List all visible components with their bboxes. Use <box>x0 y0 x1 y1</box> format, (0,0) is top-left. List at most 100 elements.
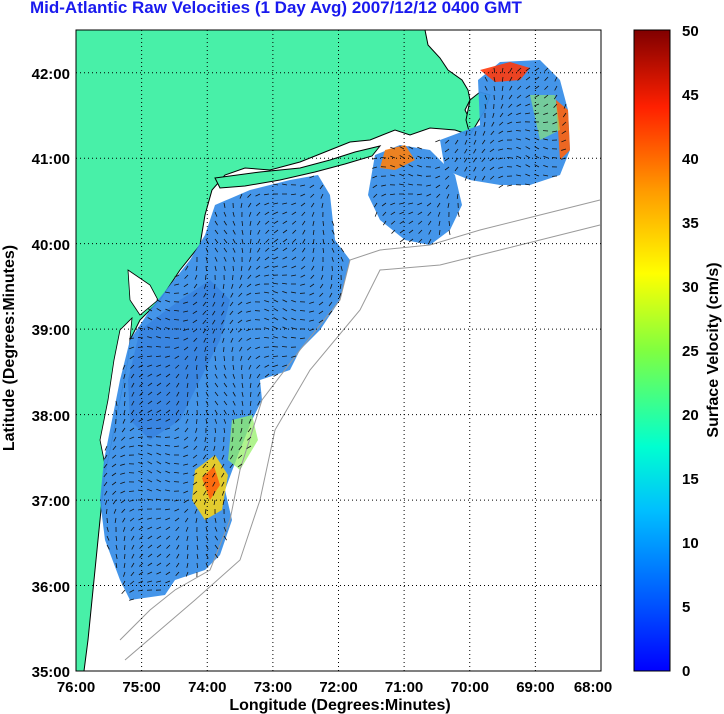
velocity-vector <box>165 461 171 465</box>
velocity-vector <box>214 238 219 244</box>
velocity-vector <box>331 238 335 244</box>
velocity-vector <box>525 103 531 107</box>
velocity-vector <box>292 247 297 252</box>
velocity-vector <box>138 517 144 521</box>
x-tick: 68:00 <box>574 679 612 696</box>
velocity-vector <box>212 454 216 460</box>
velocity-vector <box>273 299 279 303</box>
velocity-vector <box>138 327 144 330</box>
velocity-vector <box>221 481 225 487</box>
velocity-vector <box>214 535 218 541</box>
velocity-vector <box>246 346 252 351</box>
velocity-vector <box>482 175 486 181</box>
velocity-vector <box>223 526 227 532</box>
velocity-vector <box>166 382 171 387</box>
velocity-vector <box>232 418 235 424</box>
velocity-vector <box>147 580 153 583</box>
velocity-vector <box>114 427 117 433</box>
velocity-vector <box>165 327 171 330</box>
velocity-vector <box>214 355 216 362</box>
bathymetry-contour-outer <box>124 224 601 661</box>
velocity-vector <box>156 526 162 530</box>
velocity-vector <box>256 364 261 369</box>
velocity-vector <box>196 382 199 389</box>
velocity-vector <box>291 256 297 261</box>
velocity-vector <box>223 364 226 370</box>
velocity-vector <box>214 373 218 379</box>
velocity-vector <box>193 337 198 342</box>
velocity-vector <box>427 211 432 217</box>
velocity-vector <box>417 211 423 216</box>
velocity-vector <box>302 229 306 235</box>
velocity-vector <box>156 580 162 583</box>
velocity-vector <box>435 166 441 169</box>
velocity-vector <box>195 265 198 271</box>
velocity-vector <box>516 103 522 107</box>
velocity-vector <box>231 346 234 352</box>
velocity-vector <box>137 337 144 339</box>
velocity-vector <box>473 148 477 154</box>
velocity-vector <box>256 220 261 226</box>
velocity-vector <box>123 571 126 577</box>
velocity-vector <box>435 184 441 189</box>
velocity-vector <box>241 238 244 244</box>
velocity-vector <box>491 121 495 127</box>
velocity-vector <box>174 355 180 359</box>
velocity-vector <box>183 301 189 304</box>
velocity-vector <box>563 103 567 109</box>
velocity-vector <box>237 454 243 459</box>
velocity-vector <box>246 445 252 449</box>
velocity-vector <box>196 391 199 397</box>
velocity-vector <box>139 382 144 387</box>
velocity-vector <box>138 461 144 465</box>
velocity-vector <box>241 229 244 235</box>
velocity-vector <box>202 454 207 460</box>
velocity-vector <box>265 229 270 234</box>
velocity-vector <box>112 499 117 505</box>
velocity-vector <box>212 301 216 307</box>
velocity-vector <box>418 229 423 234</box>
velocity-vector <box>436 193 441 198</box>
velocity-vector <box>331 220 335 226</box>
velocity-vector <box>264 256 270 261</box>
velocity-vector <box>229 454 234 460</box>
velocity-vector <box>223 355 225 362</box>
velocity-vector <box>473 139 477 145</box>
velocity-vector <box>156 461 162 465</box>
bathymetry-contour <box>119 199 601 641</box>
velocity-vector <box>300 184 306 187</box>
velocity-vector <box>192 310 198 315</box>
velocity-vector <box>508 94 513 100</box>
velocity-vector <box>147 427 153 430</box>
velocity-vector <box>318 310 324 315</box>
velocity-vector <box>183 499 189 504</box>
velocity-vector <box>183 454 189 458</box>
velocity-vector <box>131 562 135 568</box>
block-island-patch <box>368 145 462 245</box>
velocity-vector <box>543 146 549 150</box>
velocity-vector <box>139 535 144 540</box>
velocity-vector <box>214 526 218 532</box>
velocity-vector <box>331 256 334 262</box>
velocity-vector <box>273 220 279 225</box>
velocity-vector <box>221 319 225 325</box>
velocity-vector <box>291 274 297 277</box>
velocity-vector <box>121 436 126 441</box>
velocity-vector <box>499 121 504 126</box>
velocity-vector <box>129 355 135 360</box>
velocity-vector <box>273 336 279 339</box>
velocity-vector <box>381 193 387 197</box>
velocity-vector <box>223 418 227 424</box>
velocity-vector <box>111 472 117 477</box>
velocity-vector <box>312 247 315 253</box>
velocity-vector <box>426 184 432 187</box>
velocity-vector <box>156 299 162 303</box>
velocity-vector <box>507 184 513 187</box>
velocity-vector <box>240 427 243 433</box>
velocity-vector <box>435 175 441 179</box>
shelf-velocity-patch <box>100 175 350 600</box>
velocity-vector <box>501 67 504 73</box>
velocity-vector <box>408 173 414 177</box>
velocity-vector <box>464 175 468 181</box>
velocity-vector <box>193 445 198 451</box>
